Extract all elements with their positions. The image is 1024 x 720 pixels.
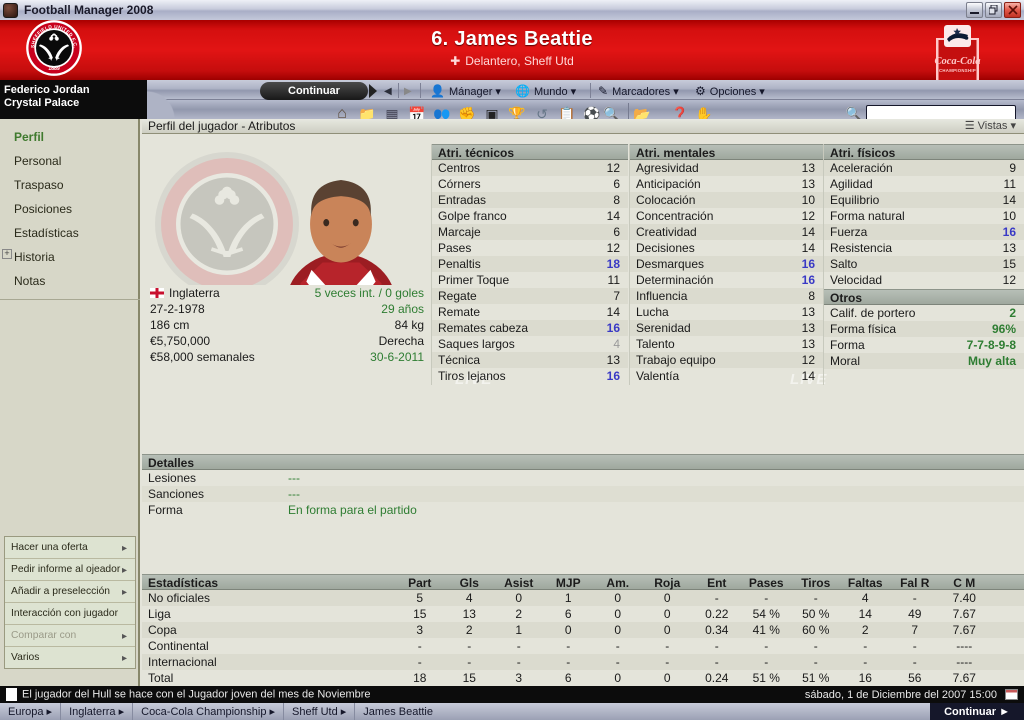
svg-text:CHAMPIONSHIP: CHAMPIONSHIP xyxy=(939,68,976,73)
svg-text:Coca-Cola: Coca-Cola xyxy=(934,56,980,67)
